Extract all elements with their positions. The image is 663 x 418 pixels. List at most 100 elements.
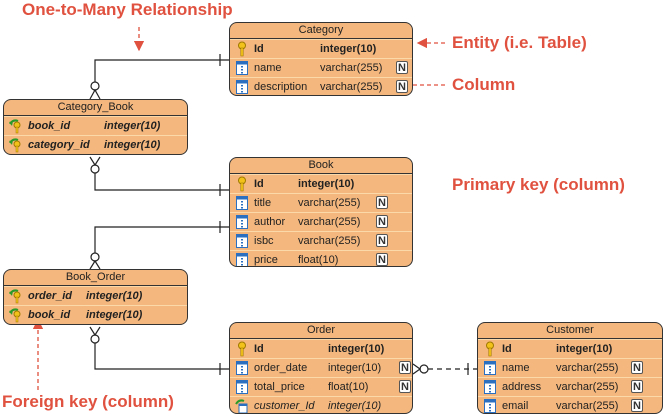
primary-key-icon xyxy=(235,176,249,192)
column-name: book_id xyxy=(28,120,71,132)
foreign-key-icon xyxy=(235,398,249,413)
column-row[interactable]: customer_Id integer(10) xyxy=(230,396,412,413)
column-row[interactable]: name varchar(255) N xyxy=(230,58,412,77)
relationship-order-bookorder[interactable] xyxy=(89,326,229,375)
entity-title: Book xyxy=(230,158,412,174)
column-icon xyxy=(235,360,249,376)
nullable-icon: N xyxy=(376,196,388,209)
column-row[interactable]: total_price float(10) N xyxy=(230,377,412,396)
relationship-book-categorybook[interactable] xyxy=(89,156,229,196)
column-type: varchar(255) xyxy=(298,235,361,247)
column-type: integer(10) xyxy=(298,178,355,190)
column-row[interactable]: order_id integer(10) xyxy=(4,286,187,305)
nullable-icon: N xyxy=(631,380,643,393)
column-row[interactable]: description varchar(255) N xyxy=(230,77,412,95)
entity-book-order[interactable]: Book_Order order_id integer(10) book_id … xyxy=(3,269,188,325)
column-row[interactable]: name varchar(255) N xyxy=(478,358,662,377)
primary-key-icon xyxy=(235,41,249,57)
column-row[interactable]: author varchar(255) N xyxy=(230,212,412,231)
column-name: Id xyxy=(254,178,264,190)
column-name: total_price xyxy=(254,381,305,393)
column-row[interactable]: address varchar(255) N xyxy=(478,377,662,396)
entity-title: Category_Book xyxy=(4,100,187,116)
column-name: order_id xyxy=(28,290,73,302)
column-row[interactable]: category_id integer(10) xyxy=(4,135,187,154)
column-type: varchar(255) xyxy=(320,81,383,93)
entity-book[interactable]: Book Id integer(10) title varchar(255) N… xyxy=(229,157,413,267)
column-name: address xyxy=(502,381,542,393)
column-row[interactable]: book_id integer(10) xyxy=(4,116,187,135)
column-name: author xyxy=(254,216,286,228)
primary-key-icon xyxy=(235,341,249,357)
column-row[interactable]: Id integer(10) xyxy=(230,174,412,193)
column-icon xyxy=(235,252,249,266)
column-name: name xyxy=(502,362,530,374)
column-name: order_date xyxy=(254,362,308,374)
column-row[interactable]: price float(10) N xyxy=(230,250,412,266)
entity-title: Category xyxy=(230,23,412,39)
column-name: name xyxy=(254,62,282,74)
column-icon xyxy=(235,379,249,395)
column-row[interactable]: Id integer(10) xyxy=(478,339,662,358)
column-type: integer(10) xyxy=(104,139,161,151)
column-row[interactable]: isbc varchar(255) N xyxy=(230,231,412,250)
column-type: integer(10) xyxy=(320,43,377,55)
annotation-foreign-key: Foreign key (column) xyxy=(2,392,174,411)
column-name: isbc xyxy=(254,235,274,247)
column-row[interactable]: book_id integer(10) xyxy=(4,305,187,324)
column-name: title xyxy=(254,197,272,209)
column-icon xyxy=(235,60,249,76)
column-name: book_id xyxy=(28,309,71,321)
nullable-icon: N xyxy=(376,234,388,247)
column-name: description xyxy=(254,81,308,93)
column-type: varchar(255) xyxy=(320,62,383,74)
column-icon xyxy=(235,233,249,249)
entity-order[interactable]: Order Id integer(10) order_date integer(… xyxy=(229,322,413,414)
column-type: varchar(255) xyxy=(298,197,361,209)
entity-category-book[interactable]: Category_Book book_id integer(10) catego… xyxy=(3,99,188,155)
nullable-icon: N xyxy=(631,399,643,412)
column-name: Id xyxy=(254,343,264,355)
nullable-icon: N xyxy=(376,215,388,228)
column-type: varchar(255) xyxy=(298,216,361,228)
column-icon xyxy=(483,379,497,395)
nullable-icon: N xyxy=(396,80,408,93)
primary-key-icon xyxy=(483,341,497,357)
entity-title: Book_Order xyxy=(4,270,187,286)
foreign-key-icon xyxy=(9,137,23,153)
column-name: email xyxy=(502,400,529,412)
column-type: float(10) xyxy=(298,254,339,266)
column-type: integer(10) xyxy=(86,290,143,302)
column-row[interactable]: Id integer(10) xyxy=(230,339,412,358)
relationship-customer-order[interactable] xyxy=(412,363,477,375)
column-row[interactable]: title varchar(255) N xyxy=(230,193,412,212)
entity-title: Customer xyxy=(478,323,662,339)
foreign-key-icon xyxy=(9,288,23,304)
column-name: category_id xyxy=(28,139,90,151)
column-type: integer(10) xyxy=(104,120,161,132)
nullable-icon: N xyxy=(631,361,643,374)
foreign-key-icon xyxy=(9,307,23,323)
column-type: varchar(255) xyxy=(556,362,619,374)
nullable-icon: N xyxy=(376,253,388,266)
column-type: integer(10) xyxy=(86,309,143,321)
column-type: varchar(255) xyxy=(556,400,619,412)
annotation-primary-key: Primary key (column) xyxy=(452,175,625,194)
nullable-icon: N xyxy=(399,380,411,393)
nullable-icon: N xyxy=(396,61,408,74)
relationship-book-bookorder[interactable] xyxy=(89,221,229,270)
column-name: Id xyxy=(254,43,264,55)
annotation-entity: Entity (i.e. Table) xyxy=(452,33,587,52)
annotation-one-to-many: One-to-Many Relationship xyxy=(22,0,233,19)
entity-customer[interactable]: Customer Id integer(10) name varchar(255… xyxy=(477,322,663,414)
annotation-column: Column xyxy=(452,75,516,94)
column-icon xyxy=(235,214,249,230)
column-name: price xyxy=(254,254,278,266)
column-row[interactable]: Id integer(10) xyxy=(230,39,412,58)
column-icon xyxy=(483,398,497,413)
column-row[interactable]: order_date integer(10) N xyxy=(230,358,412,377)
relationship-category-categorybook[interactable] xyxy=(89,54,229,100)
column-row[interactable]: email varchar(255) N xyxy=(478,396,662,413)
column-type: integer(10) xyxy=(328,400,382,412)
entity-category[interactable]: Category Id integer(10) name varchar(255… xyxy=(229,22,413,96)
